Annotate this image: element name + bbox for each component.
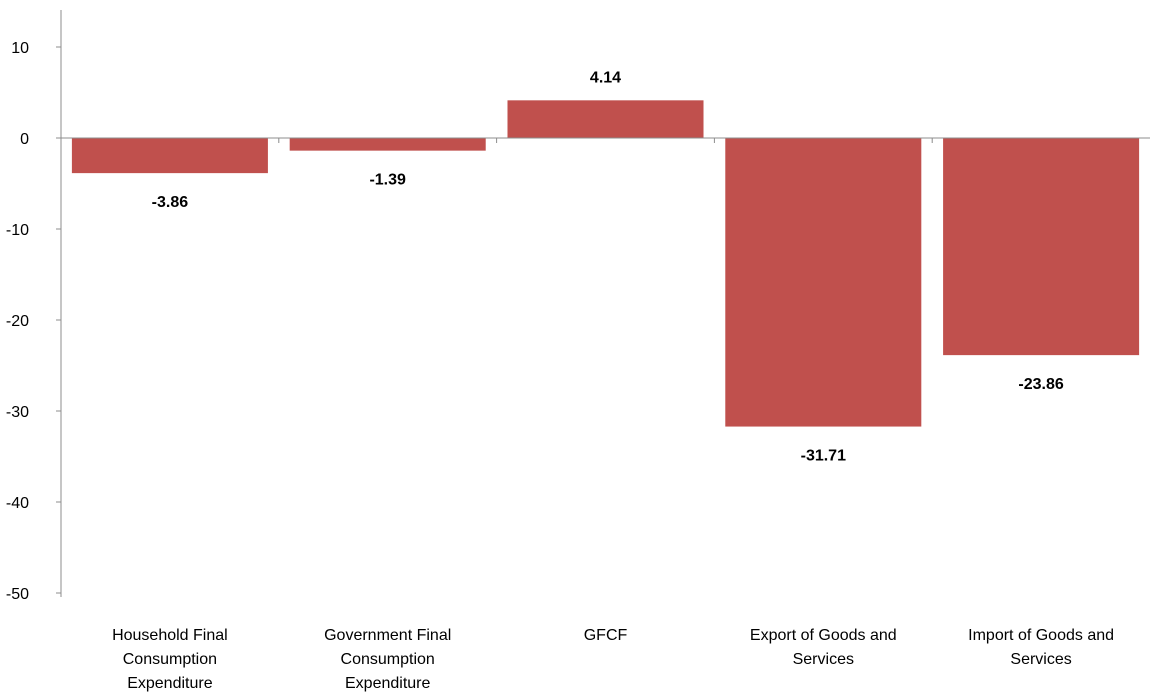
- bar: [507, 100, 704, 138]
- category-label-line: GFCF: [584, 627, 628, 644]
- data-labels: -3.86 -1.39 4.14 -31.71 -23.86: [152, 69, 1064, 464]
- category-label-line: Household Final: [112, 627, 228, 644]
- bar: [289, 138, 486, 151]
- category-label-line: Export of Goods and: [750, 627, 897, 644]
- y-tick-label: 10: [11, 40, 29, 57]
- data-label: -3.86: [152, 194, 189, 211]
- category-label: Import of Goods and Services: [968, 627, 1114, 668]
- category-label-line: Expenditure: [127, 675, 212, 692]
- category-label-line: Services: [1010, 651, 1071, 668]
- category-label-line: Consumption: [341, 651, 435, 668]
- category-label-line: Government Final: [324, 627, 451, 644]
- data-label: -31.71: [801, 448, 846, 465]
- y-tick-label: -20: [6, 313, 29, 330]
- bars: [71, 100, 1140, 427]
- category-label: Export of Goods and Services: [750, 627, 897, 668]
- category-label: Household Final Consumption Expenditure: [112, 627, 228, 692]
- data-label: -1.39: [369, 172, 406, 189]
- category-label-line: Expenditure: [345, 675, 430, 692]
- y-tick-label: -30: [6, 404, 29, 421]
- y-tick-label: 0: [20, 131, 29, 148]
- y-tick-label: -40: [6, 495, 29, 512]
- y-tick-label: -50: [6, 586, 29, 603]
- y-tick-label: -10: [6, 222, 29, 239]
- data-label: -23.86: [1018, 376, 1063, 393]
- category-label-line: Import of Goods and: [968, 627, 1114, 644]
- bar: [725, 138, 922, 427]
- bar: [943, 138, 1140, 356]
- category-label: GFCF: [584, 627, 628, 644]
- y-axis: 10 0 -10 -20 -30 -40 -50: [6, 10, 62, 603]
- x-axis: [61, 137, 1150, 143]
- category-label-line: Consumption: [123, 651, 217, 668]
- data-label: 4.14: [590, 69, 621, 86]
- category-label: Government Final Consumption Expenditure: [324, 627, 451, 692]
- category-labels: Household Final Consumption ExpenditureGov…: [112, 627, 1114, 692]
- category-label-line: Services: [793, 651, 854, 668]
- bar: [71, 138, 268, 174]
